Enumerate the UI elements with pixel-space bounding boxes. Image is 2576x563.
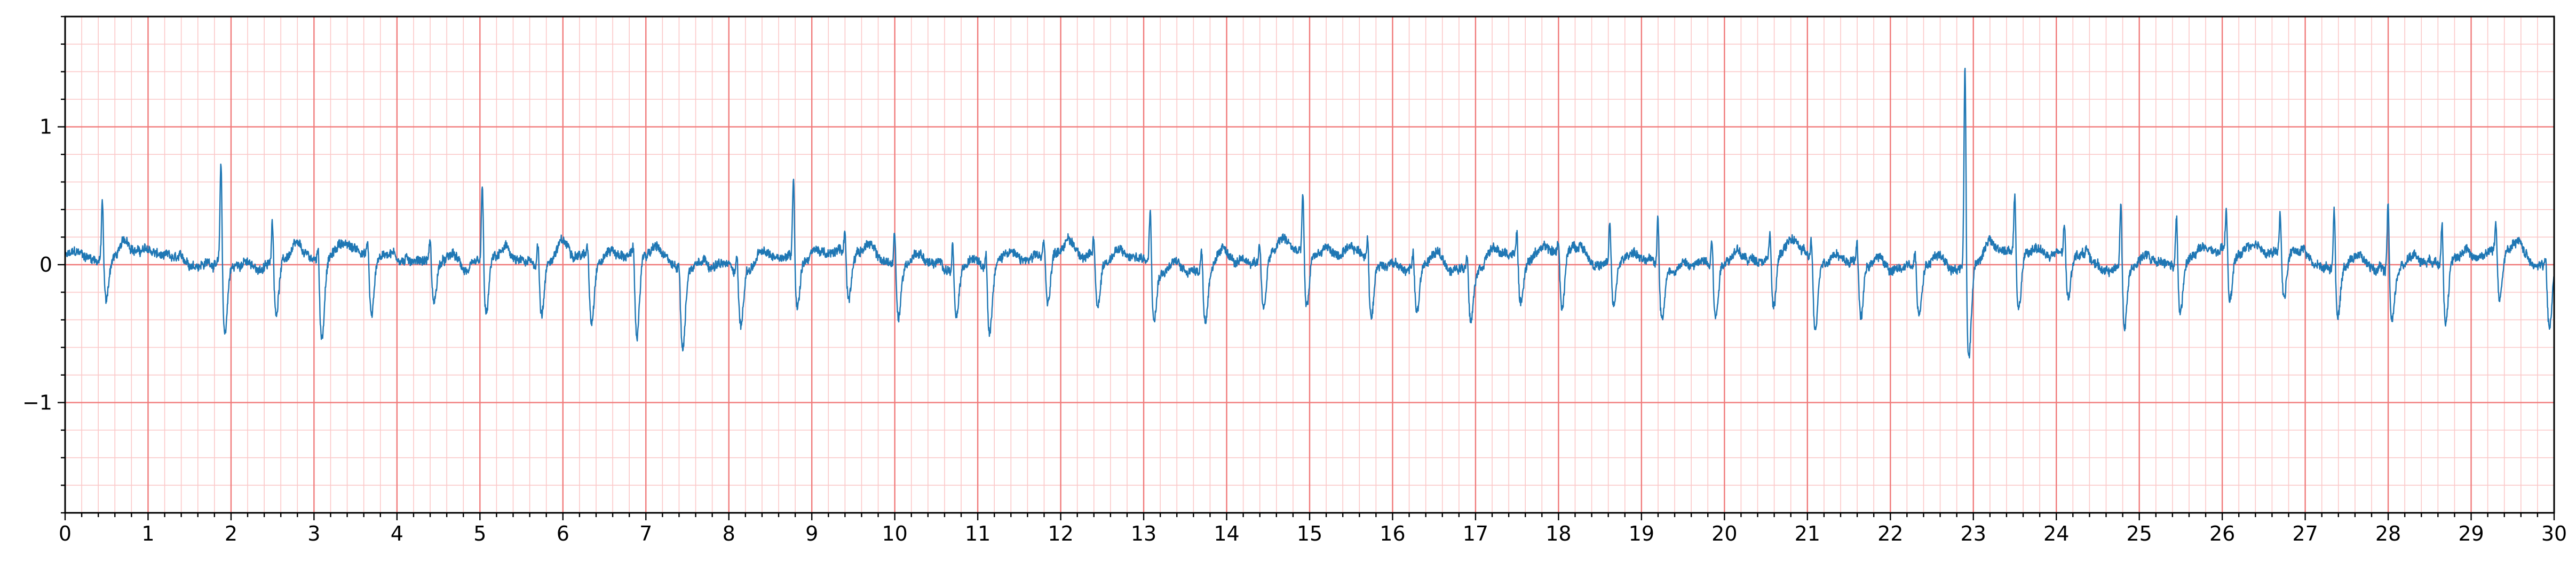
x-tick-label: 21	[1795, 522, 1820, 545]
x-tick-label: 8	[723, 522, 735, 545]
x-tick-label: 18	[1545, 522, 1571, 545]
x-tick-label: 4	[391, 522, 403, 545]
x-tick-label: 10	[882, 522, 907, 545]
x-tick-label: 2	[225, 522, 237, 545]
x-tick-label: 3	[307, 522, 320, 545]
x-tick-label: 14	[1214, 522, 1239, 545]
x-tick-label: 15	[1297, 522, 1322, 545]
x-tick-label: 5	[473, 522, 486, 545]
x-tick-label: 16	[1380, 522, 1405, 545]
x-tick-label: 24	[2043, 522, 2069, 545]
x-tick-label: 19	[1629, 522, 1654, 545]
x-tick-label: 7	[639, 522, 652, 545]
x-tick-label: 29	[2458, 522, 2484, 545]
x-axis: 0 1 2 3 4 5 6 7 8 9 10 11 12 13 14 15 16 17 18 19 20 21 22 23 24…	[59, 513, 2567, 545]
x-tick-label: 6	[557, 522, 569, 545]
x-tick-label: 13	[1131, 522, 1156, 545]
x-tick-label: 9	[805, 522, 818, 545]
major-grid	[64, 17, 2555, 513]
x-tick-label: 27	[2292, 522, 2318, 545]
x-tick-label: 30	[2541, 522, 2567, 545]
x-tick-label: 23	[1961, 522, 1986, 545]
ecg-signal-line	[64, 67, 2555, 359]
x-tick-label: 1	[141, 522, 154, 545]
y-tick-label: 1	[39, 115, 52, 139]
x-tick-label: 17	[1463, 522, 1488, 545]
x-tick-label: 26	[2209, 522, 2235, 545]
y-tick-label: −1	[22, 391, 52, 414]
y-tick-label: 0	[39, 253, 52, 276]
y-axis: 1 0 −1	[22, 15, 65, 514]
x-tick-label: 20	[1711, 522, 1737, 545]
x-tick-label: 25	[2126, 522, 2152, 545]
x-tick-label: 12	[1048, 522, 1073, 545]
x-tick-label: 11	[965, 522, 990, 545]
x-tick-label: 0	[59, 522, 72, 545]
x-tick-label: 28	[2375, 522, 2401, 545]
x-tick-label: 22	[1877, 522, 1903, 545]
